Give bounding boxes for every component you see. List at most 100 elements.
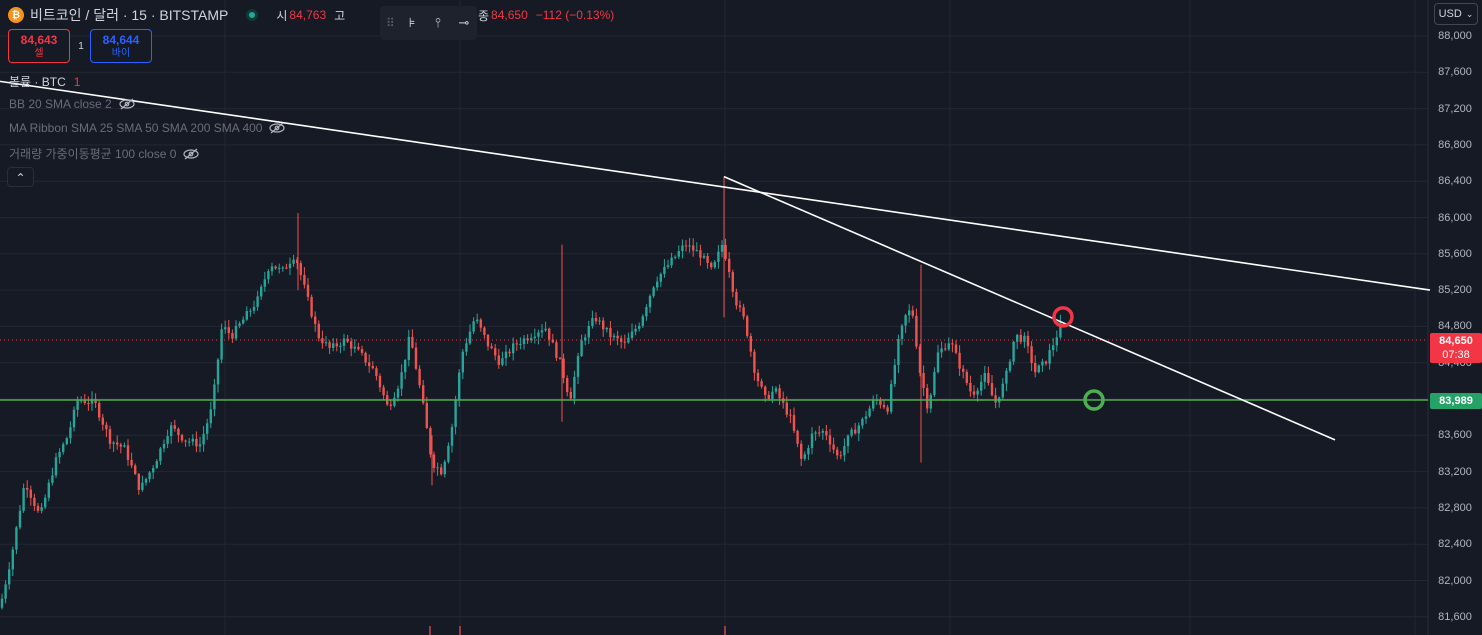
candle-body [767, 394, 770, 400]
candle-body [479, 319, 482, 328]
candle-body [1023, 335, 1026, 342]
trendlines[interactable] [0, 80, 1431, 441]
candle-body [321, 338, 324, 344]
candle-body [494, 348, 497, 356]
ohlc-close-group: 종 84,650 −112 (−0.13%) [478, 5, 622, 25]
horizontal-ray-icon[interactable]: ⊸ [458, 15, 470, 30]
currency-selector[interactable]: USD ⌄ [1434, 3, 1478, 25]
candle-body [468, 331, 472, 344]
candle-body [951, 343, 954, 345]
candle-body [627, 337, 630, 343]
candle-body [792, 415, 796, 431]
candle-body [918, 346, 922, 373]
bar-countdown: 07:38 [1442, 349, 1470, 361]
candle-body [674, 256, 677, 258]
eye-off-icon[interactable] [118, 98, 136, 110]
buy-button[interactable]: 84,644 바이 [90, 29, 152, 63]
candle-body [436, 467, 439, 469]
circle-markers[interactable] [1052, 306, 1105, 411]
ohlc-open-value: 84,763 [289, 8, 327, 22]
candle-body [202, 433, 205, 445]
volume-bar [429, 626, 431, 635]
candle-body [908, 310, 911, 316]
candle-body [350, 341, 353, 349]
candle-body [65, 438, 68, 445]
green-circle-marker [1083, 389, 1105, 411]
candle-body [933, 371, 936, 395]
candle-body [51, 475, 54, 483]
candle-body [810, 433, 814, 449]
candle-body [278, 267, 281, 269]
anchored-price-icon[interactable]: ⊧ [408, 15, 416, 30]
candle-body [137, 473, 140, 490]
candle-body [393, 397, 396, 406]
drawing-toolbar[interactable]: ⠿ ⊧ ⫯ ⊸ [380, 6, 477, 40]
candle-body [1055, 337, 1058, 346]
candle-body [285, 267, 288, 269]
eye-off-icon[interactable] [182, 148, 200, 160]
candle-body [850, 429, 853, 436]
current-price-tag: 84,650 07:38 [1430, 333, 1482, 363]
candle-body [947, 343, 950, 350]
candle-body [861, 418, 864, 426]
indicator-volume-ma[interactable]: 거래량 가중이동평균 100 close 0 [9, 145, 200, 162]
candle-body [1034, 362, 1037, 373]
candle-body [486, 334, 490, 347]
candle-body [443, 461, 446, 475]
candle-body [663, 266, 666, 274]
candle-body [69, 427, 72, 439]
candle-body [288, 263, 292, 269]
candle-body [774, 388, 778, 392]
candle-body [652, 287, 655, 296]
collapse-indicators-button[interactable]: ⌃ [7, 167, 34, 187]
indicator-bb[interactable]: BB 20 SMA close 2 [9, 97, 136, 111]
candle-body [213, 384, 216, 410]
candle-body [1026, 335, 1030, 347]
current-price-value: 84,650 [1439, 335, 1473, 347]
pin-icon[interactable]: ⫯ [435, 15, 441, 30]
candle-body [483, 327, 486, 335]
candle-body [634, 328, 637, 332]
candle-body [206, 423, 209, 434]
candle-body [940, 348, 943, 353]
candle-body [738, 305, 742, 308]
candle-body [141, 482, 144, 490]
candle-body [684, 245, 688, 247]
candle-body [818, 432, 821, 434]
candle-body [735, 291, 738, 306]
candle-body [749, 335, 752, 352]
candle-body [173, 425, 176, 429]
candle-body [1041, 361, 1044, 366]
candle-body [994, 395, 997, 403]
grip-icon[interactable]: ⠿ [386, 16, 395, 30]
candle-body [944, 348, 947, 350]
symbol-title[interactable]: 비트코인 / 달러 · 15 · BITSTAMP [30, 7, 229, 23]
candle-body [800, 443, 803, 459]
eye-off-icon[interactable] [268, 122, 286, 134]
indicator-volume[interactable]: 볼륨 · BTC 1 [9, 73, 80, 90]
candle-body [868, 408, 871, 417]
ohlc-close-label: 종 [478, 8, 490, 23]
sell-button[interactable]: 84,643 셀 [8, 29, 70, 63]
candle-body [209, 409, 212, 424]
candle-body [29, 489, 32, 498]
candle-body [105, 424, 108, 430]
candle-body [101, 417, 104, 425]
candle-body [296, 259, 299, 264]
candle-body [98, 402, 101, 418]
candle-body [526, 338, 529, 341]
candle-body [332, 343, 335, 348]
candle-body [1059, 322, 1062, 338]
indicator-ma-ribbon[interactable]: MA Ribbon SMA 25 SMA 50 SMA 200 SMA 400 [9, 121, 286, 135]
candle-body [926, 388, 929, 409]
candle-body [645, 307, 648, 317]
candle-body [188, 441, 191, 443]
price-axis-label: 85,600 [1438, 247, 1472, 260]
candle-body [83, 400, 86, 403]
candle-body [126, 445, 130, 460]
symbol-header[interactable]: ₿ 비트코인 / 달러 · 15 · BITSTAMP 시 84,763 고 [8, 5, 347, 25]
candle-body [263, 279, 266, 287]
price-axis-label: 81,600 [1438, 610, 1472, 623]
candle-body [605, 327, 608, 330]
